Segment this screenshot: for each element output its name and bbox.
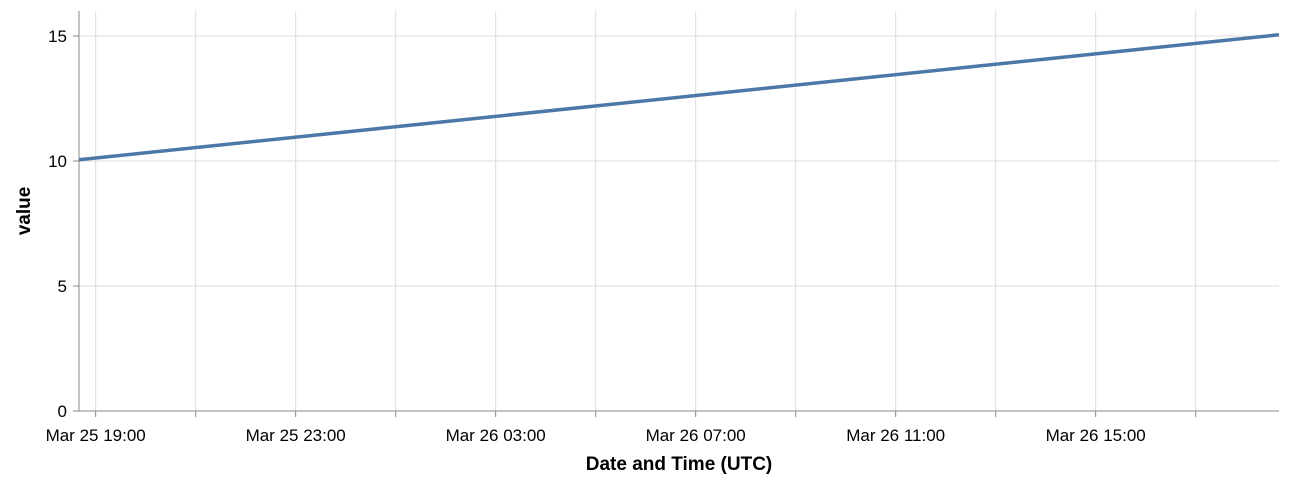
x-tick-label: Mar 26 15:00 (1046, 426, 1146, 445)
x-tick-label: Mar 26 07:00 (646, 426, 746, 445)
x-axis-ticks: Mar 25 19:00 Mar 25 23:00 Mar 26 03:00 Mar … (46, 411, 1197, 445)
y-tick-label: 0 (58, 402, 67, 421)
x-axis-title: Date and Time (UTC) (586, 454, 773, 475)
x-tick-label: Mar 26 03:00 (446, 426, 546, 445)
x-tick-label: Mar 25 19:00 (46, 426, 146, 445)
series-line-0 (78, 33, 1280, 162)
y-axis-ticks: 0 5 10 15 (48, 27, 79, 421)
y-axis-title: value (14, 187, 35, 236)
y-gridlines (79, 35, 1279, 412)
y-tick-label: 5 (58, 277, 67, 296)
series-layer (78, 33, 1280, 162)
y-tick-label: 15 (48, 27, 67, 46)
x-gridlines (95, 11, 1197, 411)
x-tick-label: Mar 25 23:00 (246, 426, 346, 445)
x-tick-label: Mar 26 11:00 (846, 426, 945, 445)
y-tick-label: 10 (48, 152, 67, 171)
